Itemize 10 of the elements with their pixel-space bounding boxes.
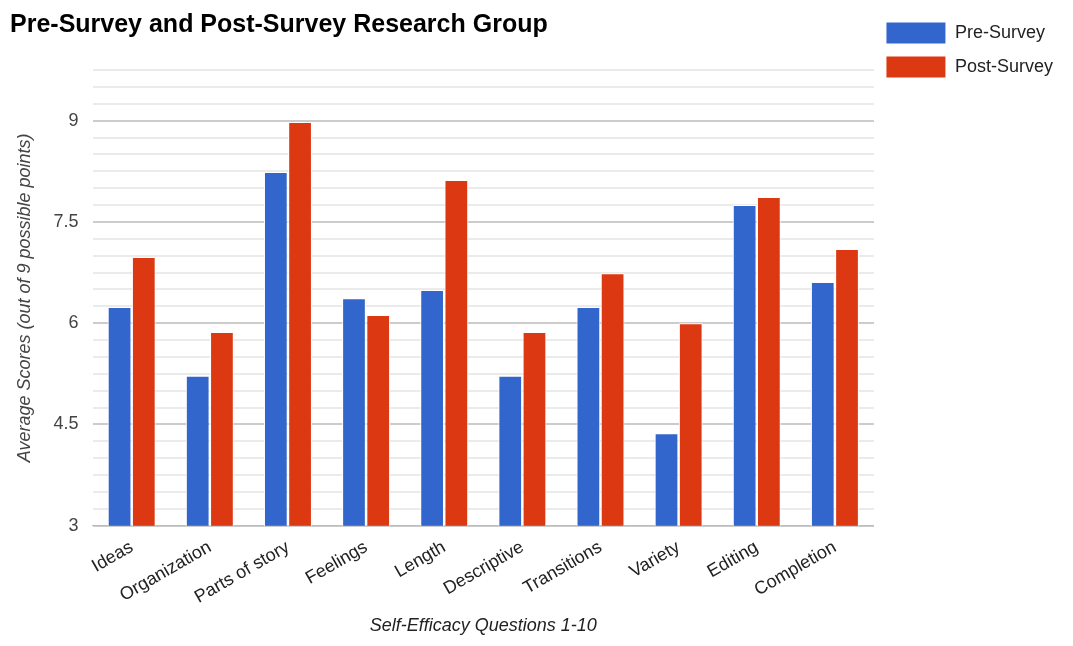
y-tick-label: 6 <box>68 312 79 333</box>
chart-title: Pre-Survey and Post-Survey Research Group <box>10 8 548 37</box>
legend-label: Pre-Survey <box>954 21 1045 42</box>
y-tick-label: 3 <box>68 514 79 535</box>
x-axis-title: Self-Efficacy Questions 1-10 <box>369 615 597 636</box>
y-tick-label: 9 <box>68 109 79 130</box>
y-tick-label: 4.5 <box>53 413 79 434</box>
legend-label: Post-Survey <box>954 55 1054 76</box>
y-axis-title: Average Scores (out of 9 possible points) <box>13 133 34 464</box>
y-tick-label: 7.5 <box>53 210 79 231</box>
